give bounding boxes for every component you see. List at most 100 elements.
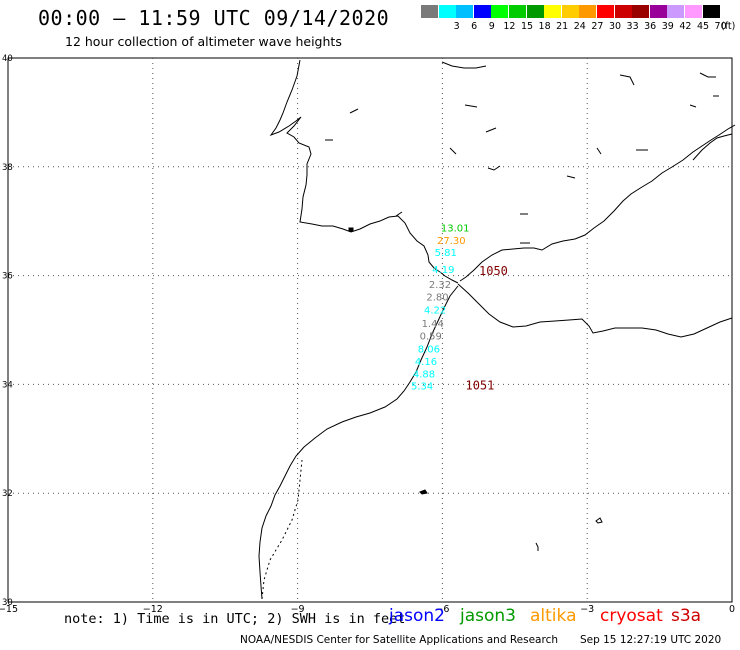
wave-height-label: 2.80 (426, 292, 448, 303)
inland-15 (349, 108, 359, 114)
legend-unit: (ft) (721, 21, 736, 32)
satellite-name: altika (530, 606, 577, 626)
legend-swatch (614, 5, 632, 18)
lon-tick-label: −15 (0, 604, 18, 615)
legend-label: 6 (471, 21, 478, 32)
lat-tick-label: 34 (2, 380, 13, 390)
satellite-name: s3a (671, 606, 702, 626)
legend-label: 3 (453, 21, 460, 32)
legend-label: 36 (644, 21, 657, 32)
credit-text: NOAA/NESDIS Center for Satellite Applica… (240, 634, 558, 646)
graticule (7, 57, 733, 603)
lon-tick-label: −9 (291, 604, 305, 615)
legend-swatch (649, 5, 667, 18)
coastline-morocco-atlantic (258, 285, 459, 600)
inland-1 (441, 61, 487, 69)
lon-tick-label: −6 (435, 604, 449, 615)
legend-swatch (632, 5, 650, 18)
legend-label: 39 (661, 21, 674, 32)
wave-height-label: 13.01 (441, 224, 470, 235)
legend-swatch (544, 5, 562, 18)
legend-swatch (473, 5, 491, 18)
wave-height-label: 5.34 (411, 381, 433, 392)
wave-height-label: 4.88 (413, 370, 435, 381)
note-text: note: 1) Time is in UTC; 2) SWH is in fe… (64, 611, 406, 627)
satellite-name: jason2 (389, 606, 445, 626)
lon-tick-label: −3 (580, 604, 594, 615)
legend-swatch (491, 5, 509, 18)
inland-13 (689, 104, 697, 108)
legend-label: 27 (591, 21, 604, 32)
legend-swatch (561, 5, 579, 18)
legend-swatch (526, 5, 544, 18)
map-frame (7, 57, 733, 603)
coastline-spain-south (459, 124, 736, 282)
coastline (258, 59, 736, 600)
legend-label: 21 (556, 21, 569, 32)
legend-swatch (597, 5, 614, 18)
inland-10 (619, 74, 635, 86)
satellite-name: jason3 (460, 606, 516, 626)
legend-label: 30 (608, 21, 622, 32)
legend-label: 45 (696, 21, 710, 32)
legend-label: 12 (503, 21, 516, 32)
inland-5 (487, 165, 501, 171)
lon-tick-label: −12 (143, 604, 163, 615)
wave-height-label: 4.22 (424, 305, 446, 316)
legend-swatch (579, 5, 597, 18)
coastline-spain-east (692, 133, 733, 161)
legend-label: 70 (714, 21, 727, 32)
wave-height-label: 27.30 (437, 236, 466, 247)
island-2 (419, 489, 428, 495)
border-line (261, 459, 303, 600)
legend-swatch (702, 5, 720, 18)
legend-swatch (667, 5, 685, 18)
lon-tick-label: 0 (729, 604, 735, 615)
inland-11 (699, 72, 716, 78)
wave-height-label: 2.32 (429, 280, 451, 291)
inland-4 (449, 147, 457, 155)
inland-3 (485, 127, 497, 133)
legend-swatch (438, 5, 456, 18)
legend-swatch (421, 5, 438, 18)
legend-swatch (685, 5, 702, 18)
wave-height-label: 4.19 (432, 265, 454, 276)
map-subtitle: 12 hour collection of altimeter wave hei… (65, 34, 342, 49)
lat-tick-label: 32 (2, 489, 13, 499)
wave-height-label: 8.06 (418, 344, 440, 355)
pass-number-label: 1050 (479, 264, 508, 278)
legend-swatch (456, 5, 474, 18)
island-1 (348, 227, 354, 232)
inland-9 (596, 147, 602, 155)
inland-17 (395, 211, 403, 217)
coastline-morocco-north (457, 283, 733, 338)
island-4 (535, 542, 539, 551)
satellite-name: cryosat (600, 606, 663, 626)
pass-number-label: 1051 (465, 378, 494, 392)
legend-swatch (509, 5, 526, 18)
wave-height-label: 4.16 (415, 357, 437, 368)
legend-label: 42 (679, 21, 692, 32)
wave-height-label: 5.81 (435, 248, 457, 259)
lat-tick-label: 36 (2, 272, 13, 282)
legend-label: 24 (573, 21, 586, 32)
axis-ticks: −15 −12 −9 −6 −3 0 30 32 34 36 38 40 (0, 54, 735, 615)
wave-height-label: 0.59 (420, 331, 442, 342)
inland-2 (464, 104, 478, 108)
coastline-portugal (269, 59, 459, 284)
lat-tick-label: 30 (2, 598, 13, 608)
island-3 (595, 517, 603, 524)
legend-label: 18 (538, 21, 551, 32)
wave-height-label: 1.44 (422, 319, 444, 330)
map-title: 00:00 – 11:59 UTC 09/14/2020 (38, 6, 390, 30)
legend-label: 33 (626, 21, 639, 32)
inland-8 (566, 175, 576, 179)
timestamp-text: Sep 15 12:27:19 UTC 2020 (580, 634, 722, 646)
legend-label: 9 (488, 21, 495, 32)
lat-tick-label: 38 (2, 163, 13, 173)
legend-label: 15 (520, 21, 534, 32)
lat-tick-label: 40 (2, 54, 13, 64)
